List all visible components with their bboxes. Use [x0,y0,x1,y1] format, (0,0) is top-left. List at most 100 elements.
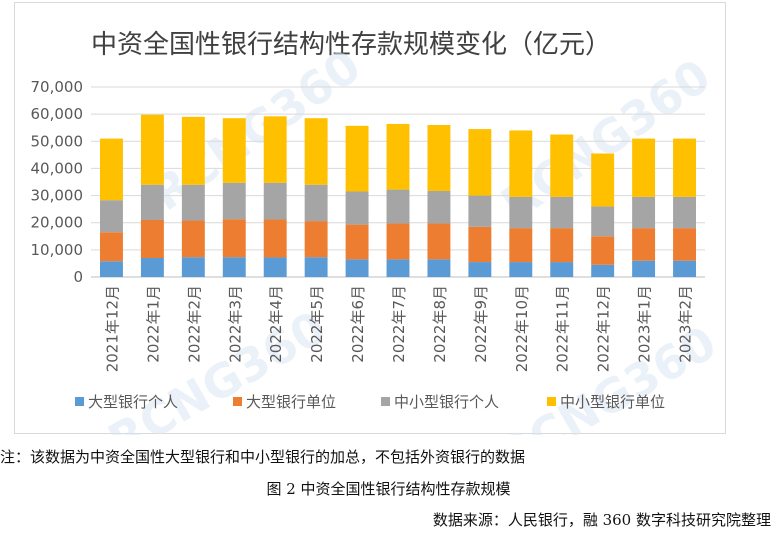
bar-segment [632,260,656,277]
y-tick-label: 60,000 [31,105,84,123]
bar-segment [509,196,533,229]
bar-segment [140,220,164,258]
bar-segment [550,134,574,197]
bar-segment [468,262,492,277]
bar-segment [550,262,574,277]
bar-segment [304,221,328,258]
bar-segment [181,257,205,277]
x-axis-ticks: 2021年12月 2022年1月 2022年2月 2022年3月 2022年4月 2022… [103,285,694,372]
bar-segment [263,257,287,277]
y-tick-label: 20,000 [31,214,84,232]
x-tick-label: 2022年2月 [185,285,203,363]
x-tick-label: 2022年9月 [472,285,490,363]
figure-caption: 图 2 中资全国性银行结构性存款规模 [266,480,511,498]
x-tick-label: 2022年6月 [349,285,367,363]
y-tick-label: 50,000 [31,132,84,150]
bar-segment [181,184,205,221]
y-tick-label: 30,000 [31,187,84,205]
bar-segment [100,200,123,233]
bar-segment [550,228,574,263]
bar-segment [386,123,410,190]
bar-segment [222,118,246,183]
bar-segment [386,189,410,224]
bar-segment [263,182,287,220]
y-tick-label: 10,000 [31,241,84,259]
bar-segment [632,228,656,261]
bars [100,114,696,277]
bar-segment [140,114,164,185]
bar-segment [673,138,696,197]
y-tick-label: 0 [73,268,83,286]
bar-segment [468,226,492,263]
bar-segment [591,236,615,265]
bar-segment [345,125,369,192]
y-axis-ticks: 0 10,000 20,000 30,000 40,000 50,000 60,000 70,… [31,78,84,286]
bar-segment [591,264,615,277]
bar-segment [100,138,123,201]
legend-label: 大型银行个人 [88,393,178,411]
x-tick-label: 2022年11月 [554,285,572,372]
bar-segment [345,191,369,225]
bar-segment [222,257,246,277]
x-tick-label: 2022年3月 [226,285,244,363]
x-tick-label: 2021年12月 [103,285,121,372]
y-tick-label: 70,000 [31,78,84,96]
x-tick-label: 2022年10月 [513,285,531,372]
legend-swatch [381,397,390,406]
legend: 大型银行个人 大型银行单位 中小型银行个人 中小型银行单位 [75,393,665,411]
bar-segment [304,184,328,222]
bar-segment [427,190,451,224]
bar-segment [181,116,205,185]
bar-segment [345,224,369,260]
bar-segment [304,118,328,185]
bar-segment [263,116,287,183]
bar-segment [181,220,205,258]
bar-segment [468,195,492,227]
chart-frame: 中资全国性银行结构性存款规模变化（亿元） RCNG360 RCNG360 RCNG3… [14,2,726,435]
bar-segment [222,219,246,258]
x-tick-label: 2023年1月 [636,285,654,363]
bar-segment [632,196,656,229]
legend-swatch [75,397,84,406]
x-tick-label: 2022年8月 [431,285,449,363]
footnote: 注：该数据为中资全国性大型银行和中小型银行的加总，不包括外资银行的数据 [0,448,526,466]
bar-segment [427,259,451,277]
x-tick-label: 2023年2月 [677,285,695,363]
legend-label: 大型银行单位 [246,393,336,411]
x-tick-label: 2022年12月 [595,285,613,372]
bar-segment [509,130,533,197]
y-tick-label: 40,000 [31,159,84,177]
legend-swatch [547,397,556,406]
bar-segment [100,261,123,277]
x-tick-label: 2022年7月 [390,285,408,363]
watermark-text: RCNG360 [141,39,370,222]
bar-segment [304,257,328,277]
bar-segment [100,232,123,262]
bar-segment [427,223,451,260]
x-tick-label: 2022年4月 [267,285,285,363]
bar-segment [632,138,656,197]
chart-title: 中资全国性银行结构性存款规模变化（亿元） [91,30,611,60]
x-tick-label: 2022年5月 [308,285,326,363]
x-tick-label: 2022年1月 [144,285,162,363]
bar-segment [468,129,492,196]
bar-segment [386,259,410,277]
data-source: 数据来源：人民银行，融 360 数字科技研究院整理 [432,511,771,529]
bar-segment [591,153,615,207]
bar-segment [386,223,410,260]
bar-segment [550,196,574,229]
bar-segment [509,262,533,277]
bar-segment [591,206,615,237]
legend-swatch [233,397,242,406]
bar-segment [263,219,287,258]
bar-segment [222,182,246,220]
bar-segment [140,258,164,277]
bar-segment [673,196,696,229]
bar-segment [673,228,696,261]
watermark-text: RCNG360 [99,300,335,435]
bar-segment [509,228,533,263]
bar-segment [427,125,451,191]
stacked-bar-chart: 中资全国性银行结构性存款规模变化（亿元） RCNG360 RCNG360RCNG3… [31,30,726,435]
legend-label: 中小型银行个人 [394,393,499,411]
bar-segment [673,260,696,277]
